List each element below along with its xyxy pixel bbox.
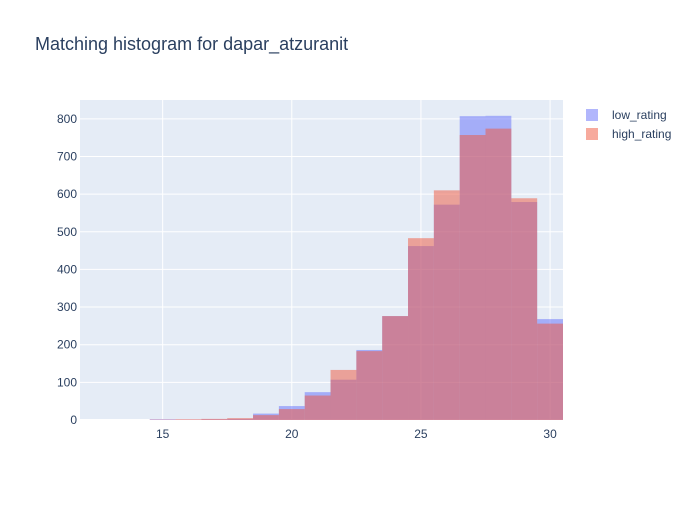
legend-swatch xyxy=(586,109,598,121)
y-tick-label: 400 xyxy=(57,262,77,276)
histogram-bar-high_rating xyxy=(434,190,460,420)
y-tick-label: 600 xyxy=(57,187,77,201)
histogram-bar-high_rating xyxy=(356,351,382,420)
y-tick-label: 300 xyxy=(57,300,77,314)
legend-label: low_rating xyxy=(612,108,667,122)
x-tick-label: 25 xyxy=(414,427,428,441)
legend-swatch xyxy=(586,128,598,140)
y-tick-label: 200 xyxy=(57,338,77,352)
x-tick-label: 15 xyxy=(156,427,170,441)
histogram-bar-high_rating xyxy=(486,129,512,420)
histogram-bar-high_rating xyxy=(279,409,305,420)
x-tick-label: 30 xyxy=(543,427,557,441)
histogram-bar-high_rating xyxy=(176,419,202,420)
histogram-bar-high_rating xyxy=(382,316,408,420)
y-tick-label: 0 xyxy=(70,413,77,427)
legend-label: high_rating xyxy=(612,127,671,141)
histogram-bar-high_rating xyxy=(511,198,537,420)
histogram-bar-high_rating xyxy=(201,419,227,420)
histogram-bar-high_rating xyxy=(253,415,279,420)
histogram-bar-high_rating xyxy=(537,324,563,420)
y-tick-label: 100 xyxy=(57,375,77,389)
histogram-bar-high_rating xyxy=(305,396,331,420)
x-tick-label: 20 xyxy=(285,427,299,441)
y-tick-label: 500 xyxy=(57,225,77,239)
chart-title: Matching histogram for dapar_atzuranit xyxy=(35,34,348,55)
histogram-bar-high_rating xyxy=(331,370,357,420)
y-tick-label: 700 xyxy=(57,149,77,163)
y-axis-ticks: 0 100 200 300 400 500 600 700 800 xyxy=(57,112,77,427)
histogram-bar-high_rating xyxy=(227,418,253,420)
histogram-bar-high_rating xyxy=(408,238,434,420)
y-tick-label: 800 xyxy=(57,112,77,126)
histogram-bar-high_rating xyxy=(460,135,486,420)
